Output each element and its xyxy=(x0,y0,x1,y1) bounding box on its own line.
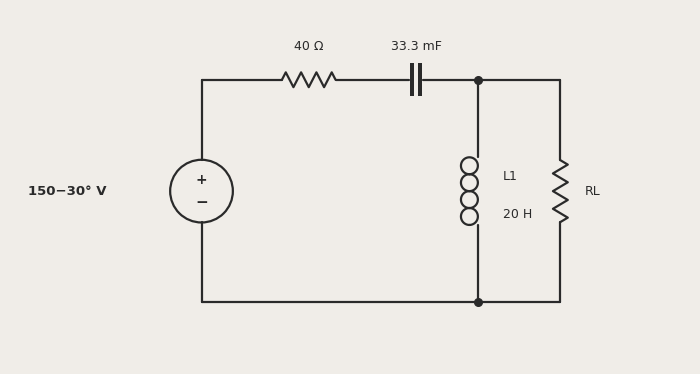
Text: RL: RL xyxy=(585,185,601,197)
Text: −: − xyxy=(195,195,208,210)
Text: +: + xyxy=(196,174,207,187)
Text: 40 Ω: 40 Ω xyxy=(294,40,323,52)
Text: L1: L1 xyxy=(503,170,517,183)
Text: 20 H: 20 H xyxy=(503,208,532,221)
Text: 33.3 mF: 33.3 mF xyxy=(391,40,442,52)
Text: 150−30° V: 150−30° V xyxy=(28,185,106,197)
